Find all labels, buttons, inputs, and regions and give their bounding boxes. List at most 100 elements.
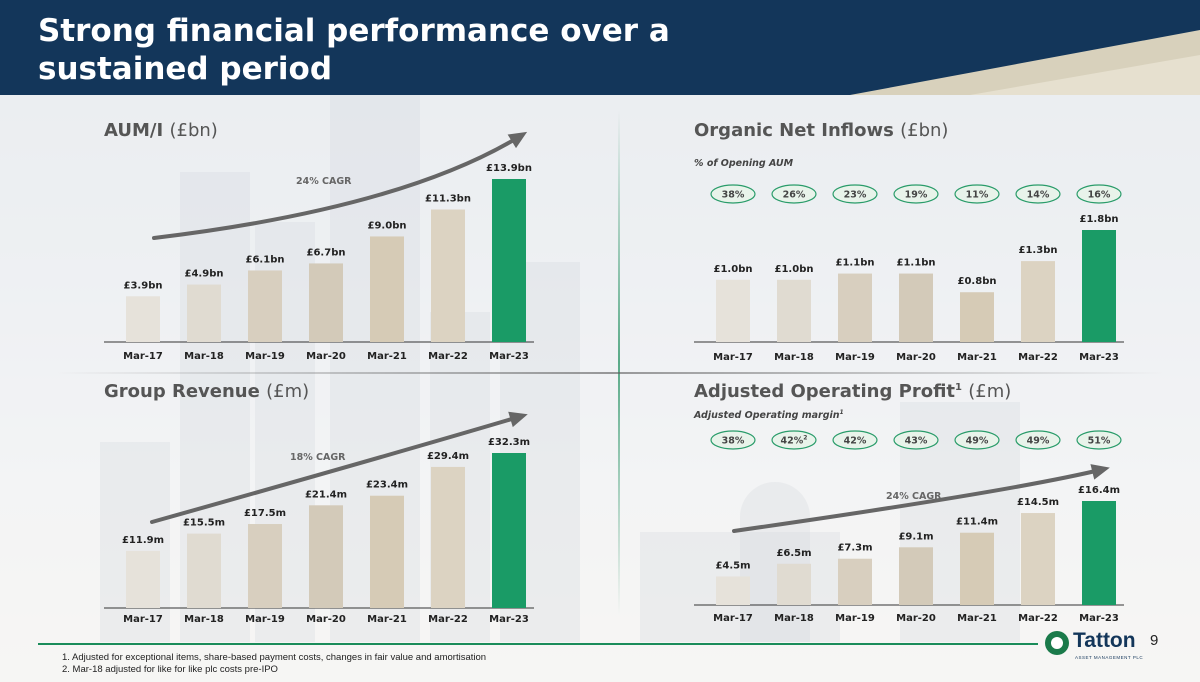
profit-pct-text: 49% <box>966 436 989 447</box>
revenue-value-label: £23.4m <box>366 480 408 491</box>
profit-value-label: £4.5m <box>715 560 750 571</box>
horizontal-divider <box>55 372 1165 374</box>
inflows-pct-pill <box>771 184 817 204</box>
profit-value-label: £6.5m <box>776 548 811 559</box>
profit-value-label: £11.4m <box>956 517 998 528</box>
footnote-1: 1. Adjusted for exceptional items, share… <box>62 652 487 663</box>
revenue-cagr-arrowhead <box>508 411 528 428</box>
profit-cagr-arrowhead <box>1090 464 1110 480</box>
revenue-bar <box>370 495 404 608</box>
inflows-bar <box>838 273 872 342</box>
revenue-value-label: £17.5m <box>244 508 286 519</box>
profit-title-unit: (£m) <box>968 381 1012 402</box>
profit-tick-label: Mar-20 <box>896 613 936 624</box>
inflows-pct-text: 38% <box>722 190 745 201</box>
profit-pct-pill <box>710 430 756 450</box>
inflows-pct-pill <box>1076 184 1122 204</box>
aum-tick-label: Mar-22 <box>428 351 468 362</box>
aum-tick-label: Mar-23 <box>489 351 529 362</box>
profit-pct-pill <box>893 430 939 450</box>
aum-cagr-arrowhead <box>507 131 528 149</box>
inflows-bar <box>777 279 811 342</box>
profit-subtitle: Adjusted Operating margin1 <box>694 409 844 421</box>
revenue-title-text: Group Revenue <box>104 381 260 402</box>
page-title: Strong financial performance over a sust… <box>38 13 670 87</box>
aum-chart: £3.9bn Mar-17 £4.9bn Mar-18 £6.1bn Mar-19 £6.7… <box>104 131 534 362</box>
profit-cagr-label: 24% CAGR <box>886 491 942 502</box>
profit-pct-pill <box>1076 430 1122 450</box>
aum-tick-label: Mar-17 <box>123 351 163 362</box>
aum-value-label: £13.9bn <box>486 163 532 174</box>
profit-pct-pill <box>771 430 817 450</box>
aum-title: AUM/I (£bn) <box>104 120 218 141</box>
inflows-title: Organic Net Inflows (£bn) <box>694 120 948 141</box>
aum-cagr-arrow <box>152 133 524 240</box>
aum-title-text: AUM/I <box>104 120 164 141</box>
tatton-logo: Tatton ASSET MANAGEMENT PLC <box>1045 627 1145 667</box>
inflows-pct-text: 23% <box>844 190 867 201</box>
revenue-value-label: £21.4m <box>305 489 347 500</box>
profit-cagr-arrow <box>732 467 1106 533</box>
inflows-tick-label: Mar-22 <box>1018 352 1058 363</box>
revenue-tick-label: Mar-22 <box>428 614 468 625</box>
revenue-tick-label: Mar-21 <box>367 614 407 625</box>
profit-bar <box>1082 501 1116 605</box>
footer-divider <box>38 643 1038 645</box>
inflows-value-label: £1.0bn <box>714 264 753 275</box>
logo-tagline: ASSET MANAGEMENT PLC <box>1075 655 1144 660</box>
revenue-value-label: £15.5m <box>183 518 225 529</box>
inflows-tick-label: Mar-17 <box>713 352 753 363</box>
aum-value-label: £9.0bn <box>368 220 407 231</box>
profit-subtitle-text: Adjusted Operating margin <box>694 410 840 422</box>
profit-chart: £4.5m Mar-17 38% £6.5m Mar-18 42%2 £7.3m Mar-19… <box>694 430 1124 624</box>
aum-value-label: £6.7bn <box>307 247 346 258</box>
aum-tick-label: Mar-21 <box>367 351 407 362</box>
footnote-2: 2. Mar-18 adjusted for like for like plc… <box>62 664 278 675</box>
profit-pct-pill <box>1015 430 1061 450</box>
profit-tick-label: Mar-22 <box>1018 613 1058 624</box>
vertical-divider <box>618 110 620 615</box>
profit-pct-text: 43% <box>905 436 928 447</box>
aum-value-label: £3.9bn <box>124 280 163 291</box>
header-decoration <box>850 30 1200 95</box>
inflows-pct-text: 19% <box>905 190 928 201</box>
inflows-pct-pill <box>832 184 878 204</box>
profit-pct-pill <box>954 430 1000 450</box>
profit-bar <box>716 576 750 605</box>
profit-value-label: £14.5m <box>1017 497 1059 508</box>
aum-tick-label: Mar-19 <box>245 351 285 362</box>
inflows-bar <box>1021 261 1055 342</box>
profit-pct-text: 38% <box>722 436 745 447</box>
revenue-bar <box>492 453 526 608</box>
revenue-title-unit: (£m) <box>266 381 310 402</box>
revenue-cagr-arrow <box>150 414 524 524</box>
profit-tick-label: Mar-19 <box>835 613 875 624</box>
revenue-bar <box>126 550 160 608</box>
aum-cagr-label: 24% CAGR <box>296 176 352 187</box>
revenue-bar <box>309 505 343 608</box>
aum-bar <box>126 296 160 342</box>
inflows-value-label: £0.8bn <box>958 276 997 287</box>
inflows-bar <box>960 292 994 342</box>
inflows-title-unit: (£bn) <box>900 120 949 141</box>
inflows-bar <box>716 279 750 342</box>
aum-title-unit: (£bn) <box>169 120 218 141</box>
revenue-tick-label: Mar-20 <box>306 614 346 625</box>
profit-bar <box>1021 513 1055 605</box>
aum-bar <box>370 236 404 342</box>
aum-tick-label: Mar-20 <box>306 351 346 362</box>
aum-bar <box>248 270 282 342</box>
revenue-tick-label: Mar-17 <box>123 614 163 625</box>
inflows-tick-label: Mar-20 <box>896 352 936 363</box>
aum-value-label: £6.1bn <box>246 254 285 265</box>
revenue-bar <box>248 524 282 608</box>
inflows-bar <box>899 273 933 342</box>
profit-tick-label: Mar-17 <box>713 613 753 624</box>
revenue-tick-label: Mar-23 <box>489 614 529 625</box>
revenue-chart: £11.9m Mar-17 £15.5m Mar-18 £17.5m Mar-19 £21.… <box>104 411 534 625</box>
inflows-value-label: £1.1bn <box>836 258 875 269</box>
revenue-bar <box>431 466 465 608</box>
inflows-pct-text: 14% <box>1027 190 1050 201</box>
header-accent-shape-light <box>970 55 1200 95</box>
inflows-pct-pill <box>710 184 756 204</box>
